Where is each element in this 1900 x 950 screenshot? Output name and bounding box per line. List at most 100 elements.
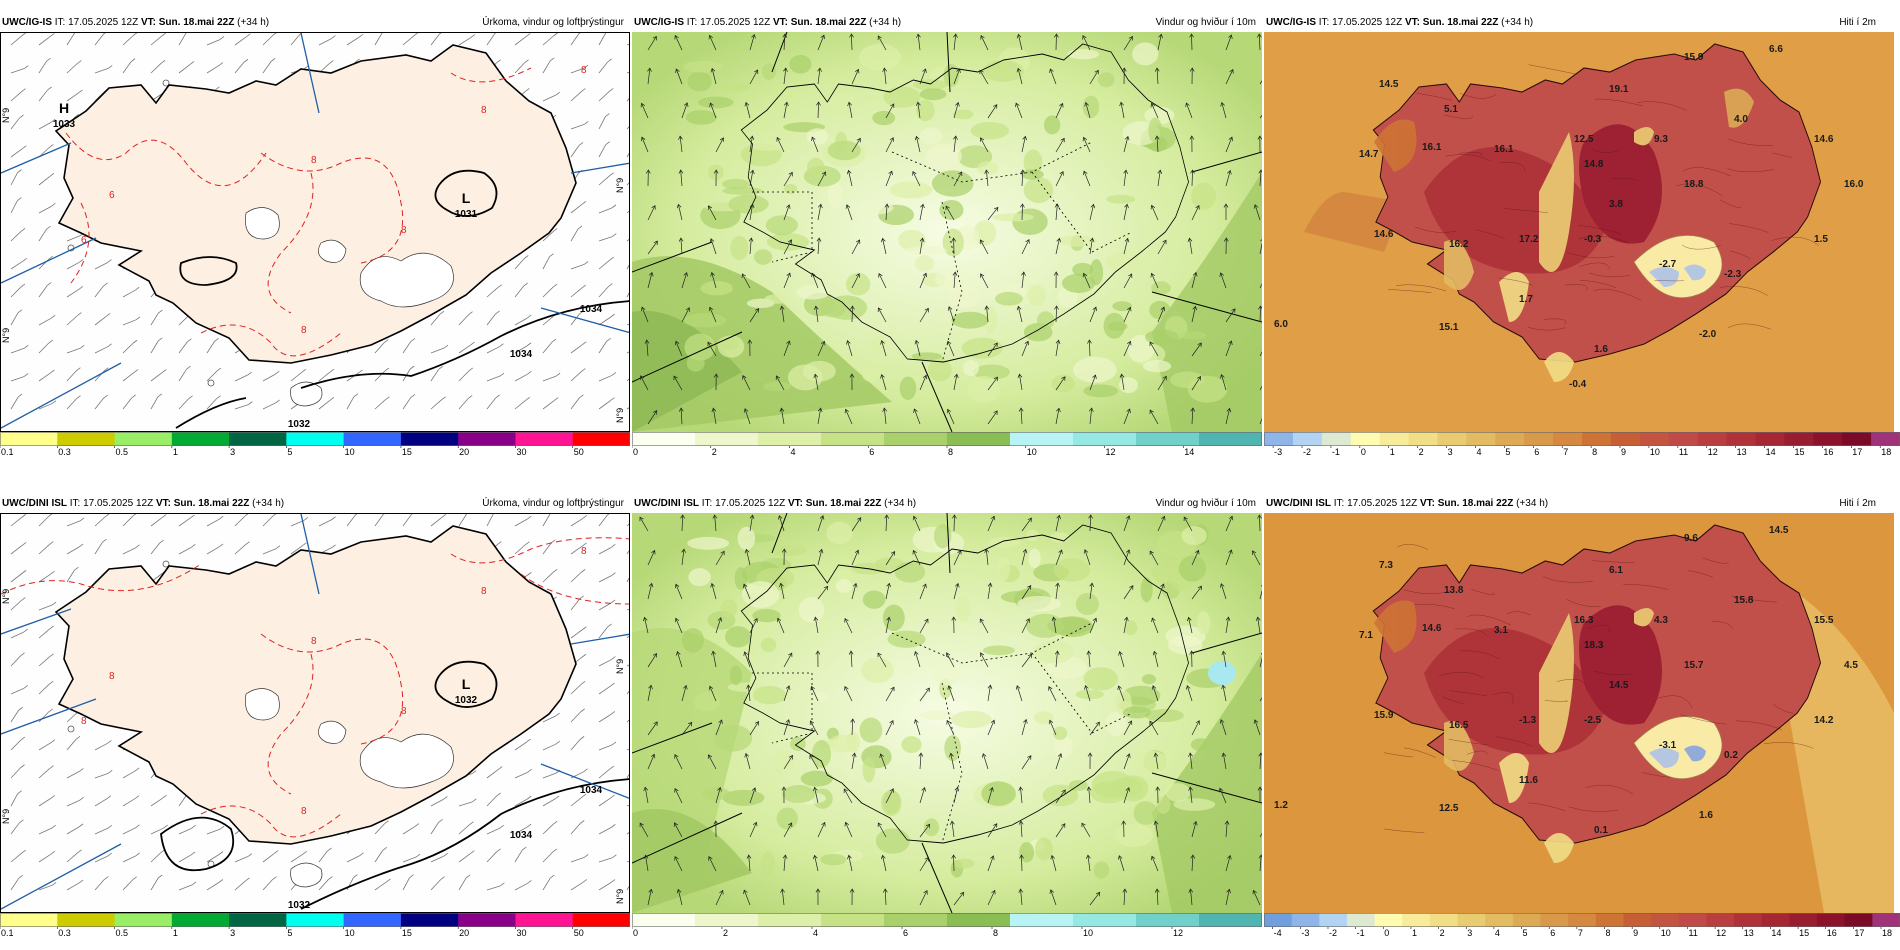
wind-arrow — [951, 237, 957, 255]
wind-shading — [752, 608, 781, 623]
colorbar-tick-label: 10 — [345, 447, 355, 457]
wind-barb — [626, 832, 629, 835]
wind-barb — [38, 60, 47, 74]
wind-barb — [66, 569, 75, 583]
wind-shading — [953, 858, 975, 869]
temperature-label: 4.0 — [1734, 114, 1748, 125]
wind-shading — [1170, 578, 1193, 591]
wind-barb — [598, 61, 608, 74]
wind-barb — [150, 35, 163, 46]
colorbar-tick-label: 6 — [1534, 447, 1539, 457]
wind-shading — [1133, 801, 1158, 825]
wind-shading — [925, 143, 962, 169]
colorbar-swatch — [1524, 432, 1554, 446]
wind-barb — [346, 396, 355, 410]
colorbar-swatch — [57, 432, 116, 446]
wind-barb — [458, 370, 470, 382]
precip-map[interactable]: N°9 N°9 N°9 N°9 L 1032 1032 1034 1034 8 8 8 8 8 8 8 — [0, 513, 630, 913]
calm-wind-marker — [162, 79, 170, 87]
wind-arrow — [952, 271, 958, 289]
lead-time: (+34 h) — [869, 17, 902, 28]
wind-barb — [346, 372, 359, 382]
colorbar-swatch — [1842, 432, 1872, 446]
wind-arrow — [979, 239, 989, 255]
wind-shading — [798, 597, 825, 623]
wind-shading — [911, 352, 943, 361]
temperature-label: 9.6 — [1684, 533, 1698, 544]
wind-barb — [458, 344, 471, 354]
wind-barb — [122, 515, 134, 527]
wind-barb — [94, 743, 108, 751]
wind-arrow — [1157, 515, 1166, 532]
lead-time: (+34 h) — [1516, 498, 1549, 509]
panel-title: Vindur og hviður í 10m — [1155, 17, 1256, 28]
wind-barb — [178, 314, 190, 326]
temperature-label: -1.3 — [1519, 715, 1537, 726]
wind-barb — [318, 400, 331, 410]
wind-shading — [862, 756, 876, 783]
temperature-map[interactable]: 14.5 5.1 15.9 6.6 19.1 14.7 16.1 16.1 12.5 9.3 4.0… — [1264, 32, 1894, 432]
temperature-label: 13.8 — [1444, 585, 1464, 596]
wind-arrow — [783, 171, 793, 187]
wind-shading — [1072, 262, 1094, 277]
wind-arrow — [1055, 171, 1064, 187]
wind-barb — [542, 772, 557, 779]
colorbar-swatch — [1010, 432, 1074, 446]
colorbar-tick-label: 16 — [1823, 447, 1833, 457]
colorbar-swatch — [1437, 432, 1467, 446]
wind-arrow — [919, 618, 929, 634]
wind-arrow — [1087, 752, 1093, 770]
wind-barb — [206, 370, 218, 382]
wind-arrow — [813, 616, 819, 634]
wind-barb — [598, 659, 612, 667]
wind-shading — [1170, 371, 1205, 389]
colorbar-swatch — [1408, 432, 1438, 446]
wind-shading — [992, 213, 1034, 222]
colorbar-swatch — [572, 913, 630, 927]
temperature-map[interactable]: 7.3 13.8 9.6 14.5 6.1 7.1 14.6 3.1 16.3 4.3 15.8 15… — [1264, 513, 1894, 913]
wind-barb — [94, 827, 108, 835]
colorbar-swatch — [1813, 432, 1843, 446]
colorbar-tick-label: 4 — [791, 447, 796, 457]
wind-barb — [178, 827, 192, 835]
wind-arrow — [1021, 340, 1030, 357]
wind-barb — [234, 856, 249, 863]
wind-barb — [402, 514, 412, 527]
wind-arrow — [987, 786, 994, 804]
colorbar-swatch — [1668, 432, 1699, 446]
model-name: UWC/DINI ISL — [1266, 498, 1331, 509]
pressure-center-letter: H — [59, 100, 69, 116]
wind-barb — [10, 396, 19, 410]
isotherm — [1593, 288, 1642, 301]
precip-map[interactable]: N°9 N°9 N°9 N°9 H 1033 L 1031 1032 1034 1034 8 8 8 6… — [0, 32, 630, 432]
colorbar-tick-label: 7 — [1578, 928, 1583, 938]
wind-barb — [598, 236, 613, 242]
wind-map[interactable] — [632, 32, 1262, 432]
wind-colorbar: 0 2 4 6 8 10 12 — [632, 913, 1262, 939]
wind-arrow — [877, 652, 887, 668]
wind-arrow — [1055, 549, 1063, 566]
wind-barb — [38, 403, 53, 410]
colorbar-tick-label: 0 — [633, 447, 638, 457]
wind-arrow — [776, 136, 785, 153]
panel-title: Hiti í 2m — [1839, 498, 1876, 509]
isotherm — [1384, 828, 1425, 833]
wind-barb — [570, 313, 580, 326]
panel-header: UWC/DINI ISL IT: 17.05.2025 12Z VT: Sun.… — [632, 495, 1262, 513]
wind-barb — [66, 712, 78, 723]
wind-map[interactable] — [632, 513, 1262, 913]
valid-time: VT: Sun. 18.mai 22Z — [772, 17, 867, 28]
colorbar-swatch — [1199, 913, 1262, 927]
wind-shading — [684, 333, 716, 361]
wind-arrow — [715, 719, 723, 736]
wind-arrow — [783, 204, 791, 221]
wind-arrow — [879, 753, 887, 770]
wind-arrow — [783, 67, 788, 85]
colorbar-swatch — [1789, 913, 1818, 927]
wind-arrow — [1018, 786, 1024, 804]
wind-shading — [982, 645, 1016, 656]
wind-arrow — [1259, 351, 1262, 357]
wind-arrow — [817, 548, 824, 566]
wind-barb — [374, 399, 386, 410]
wind-arrow — [916, 33, 921, 51]
